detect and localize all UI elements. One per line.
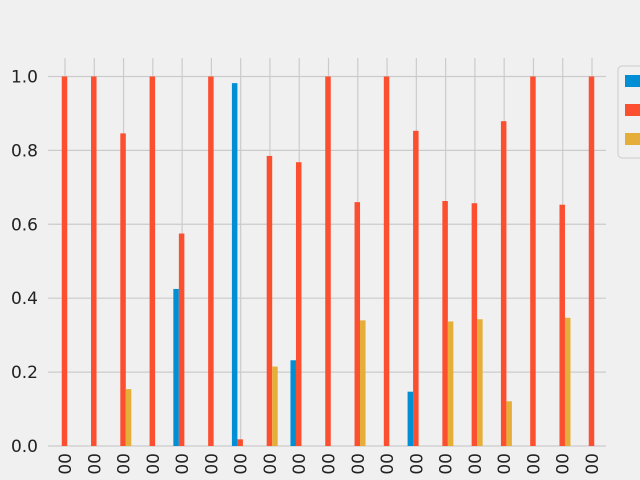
x-tick-label: 00	[524, 453, 544, 475]
x-tick-label: 00	[202, 453, 222, 475]
x-axis: 00 00 00 00 00 00 00 00 00 00 00 00 00 00 00 00 00 00 00	[56, 453, 603, 475]
bar-series-2	[559, 204, 565, 446]
legend-swatch-series-2	[625, 104, 640, 116]
bar-series-2	[295, 162, 302, 446]
x-tick-label: 00	[407, 453, 427, 475]
legend	[617, 65, 640, 159]
bar-series-2	[325, 76, 331, 446]
legend-swatch-series-3	[625, 133, 640, 145]
bar-series-3	[447, 321, 454, 446]
y-tick-label: 0.8	[11, 141, 38, 161]
bar-series-1	[407, 391, 414, 446]
x-tick-label: 00	[320, 453, 340, 475]
x-tick-label: 00	[495, 453, 515, 475]
x-tick-label: 00	[56, 453, 76, 475]
bar-series-3	[360, 320, 366, 446]
x-tick-label: 00	[583, 453, 603, 475]
bar-series-3	[125, 389, 132, 446]
x-tick-label: 00	[232, 453, 252, 475]
bar-series-2	[208, 76, 214, 446]
x-tick-label: 00	[173, 453, 193, 475]
bar-series-2	[91, 76, 97, 446]
bar-series-2	[61, 76, 68, 446]
x-tick-label: 00	[378, 453, 398, 475]
bar-series-3	[272, 366, 278, 446]
bar-series-3	[477, 319, 483, 446]
x-tick-label: 00	[554, 453, 574, 475]
bar-series-1	[231, 83, 238, 446]
x-tick-label: 00	[115, 453, 135, 475]
x-tick-label: 00	[437, 453, 457, 475]
bar-series-1	[173, 288, 179, 446]
bar-series-1	[290, 360, 296, 446]
y-axis: 0.0 0.2 0.4 0.6 0.8 1.0	[11, 67, 38, 457]
bars	[61, 76, 595, 446]
bar-series-2	[530, 76, 536, 446]
legend-swatch-series-1	[625, 75, 640, 87]
bar-series-2	[442, 201, 448, 446]
bar-series-3	[564, 317, 571, 446]
bar-series-2	[500, 121, 507, 446]
y-tick-label: 0.2	[11, 363, 38, 383]
bar-series-2	[178, 233, 185, 446]
x-tick-label: 00	[290, 453, 310, 475]
bar-series-2	[237, 439, 243, 446]
bar-series-2	[413, 130, 419, 446]
bar-series-3	[506, 401, 512, 446]
bar-series-2	[471, 203, 478, 446]
x-tick-label: 00	[85, 453, 105, 475]
bar-series-2	[354, 202, 361, 446]
y-tick-label: 0.6	[11, 215, 38, 235]
bar-series-2	[149, 76, 156, 446]
x-tick-label: 00	[144, 453, 164, 475]
bar-series-2	[588, 76, 595, 446]
bar-series-2	[266, 155, 273, 446]
bar-series-2	[383, 76, 390, 446]
x-tick-label: 00	[466, 453, 486, 475]
bar-series-2	[120, 133, 126, 446]
y-tick-label: 1.0	[11, 67, 38, 87]
x-tick-label: 00	[261, 453, 281, 475]
x-tick-label: 00	[349, 453, 369, 475]
y-tick-label: 0.0	[11, 437, 38, 457]
y-tick-label: 0.4	[11, 289, 38, 309]
